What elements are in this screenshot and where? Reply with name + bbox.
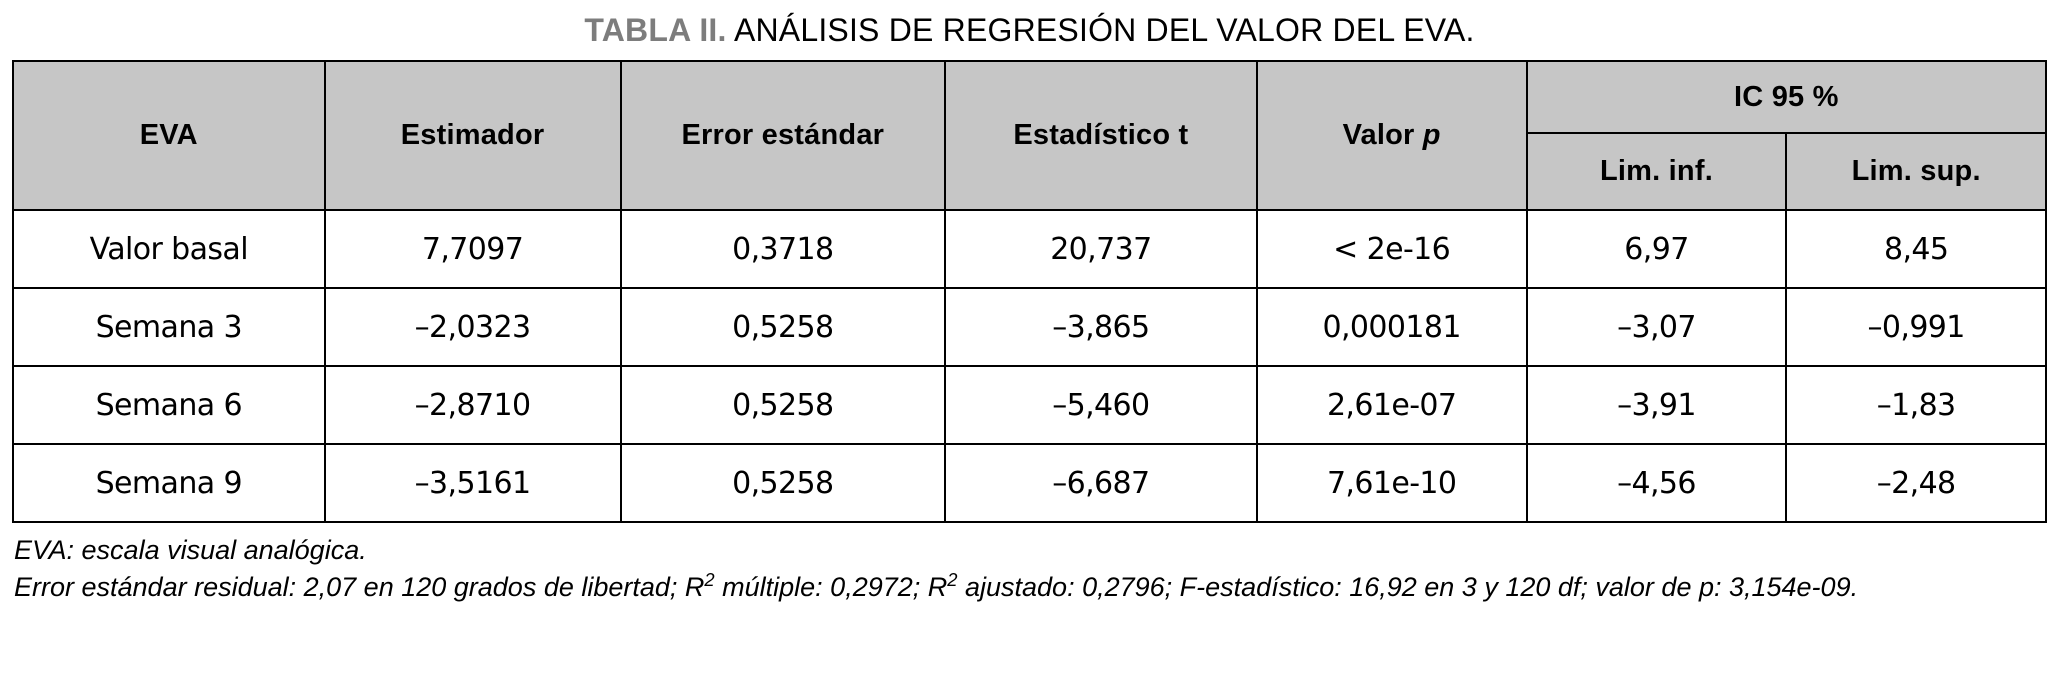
cell-estadistico-t: 20,737	[944, 209, 1258, 289]
valor-p-symbol: p	[1422, 119, 1441, 151]
cell-error-estandar: 0,3718	[619, 209, 947, 289]
footnote-abbreviation: EVA: escala visual analógica.	[14, 535, 367, 565]
cell-lim-inf: –3,07	[1525, 287, 1788, 367]
table-row: Semana 9 –3,5161 0,5258 –6,687 7,61e-10 …	[12, 443, 2047, 523]
table-footnotes: EVA: escala visual analógica. Error está…	[0, 523, 2059, 606]
cell-eva: Valor basal	[12, 209, 326, 289]
column-header-ic-95: IC 95 %	[1525, 60, 2048, 134]
footnote-stats-part3: ajustado: 0,2796; F-estadístico: 16,92 e…	[957, 571, 1859, 602]
valor-p-text: Valor	[1342, 119, 1423, 151]
cell-valor-p: 0,000181	[1255, 287, 1528, 367]
table-container: EVA Estimador Error estándar Estadístico…	[0, 60, 2059, 523]
column-header-valor-p: Valor p	[1255, 60, 1528, 211]
cell-error-estandar: 0,5258	[619, 365, 947, 445]
cell-estimador: –2,8710	[323, 365, 622, 445]
page-title: TABLA II. ANÁLISIS DE REGRESIÓN DEL VALO…	[0, 0, 2059, 60]
column-header-lim-inf: Lim. inf.	[1525, 132, 1788, 211]
cell-eva: Semana 9	[12, 443, 326, 523]
table-row: Valor basal 7,7097 0,3718 20,737 < 2e-16…	[12, 209, 2047, 289]
cell-valor-p: 7,61e-10	[1255, 443, 1528, 523]
table-body: Valor basal 7,7097 0,3718 20,737 < 2e-16…	[12, 209, 2047, 523]
footnote-stats-sup1: 2	[704, 568, 715, 590]
footnote-stats-part1: Error estándar residual: 2,07 en 120 gra…	[14, 571, 705, 602]
cell-estadistico-t: –3,865	[944, 287, 1258, 367]
cell-valor-p: 2,61e-07	[1255, 365, 1528, 445]
column-header-lim-sup: Lim. sup.	[1785, 132, 2047, 211]
footnote-statistics: Error estándar residual: 2,07 en 120 gra…	[14, 570, 2045, 606]
cell-valor-p: < 2e-16	[1255, 209, 1528, 289]
column-header-eva: EVA	[12, 60, 326, 211]
cell-lim-sup: 8,45	[1785, 209, 2047, 289]
header-row-primary: EVA Estimador Error estándar Estadístico…	[12, 60, 2048, 211]
cell-lim-sup: –2,48	[1785, 443, 2047, 523]
cell-error-estandar: 0,5258	[619, 287, 947, 367]
cell-estadistico-t: –6,687	[944, 443, 1258, 523]
column-header-estadistico-t: Estadístico t	[944, 60, 1258, 211]
cell-estimador: –3,5161	[323, 443, 622, 523]
header-row-secondary: Lim. inf. Lim. sup.	[13, 132, 2047, 211]
cell-lim-inf: –4,56	[1525, 443, 1788, 523]
column-header-error-estandar: Error estándar	[619, 60, 947, 211]
table-number-label: TABLA II.	[584, 12, 727, 48]
regression-table: EVA Estimador Error estándar Estadístico…	[12, 60, 2048, 523]
column-header-estimador: Estimador	[323, 60, 622, 211]
cell-lim-sup: –0,991	[1785, 287, 2047, 367]
cell-lim-sup: –1,83	[1785, 365, 2047, 445]
footnote-stats-sup2: 2	[947, 568, 958, 590]
cell-error-estandar: 0,5258	[619, 443, 947, 523]
cell-estimador: 7,7097	[323, 209, 622, 289]
cell-estadistico-t: –5,460	[944, 365, 1258, 445]
cell-estimador: –2,0323	[323, 287, 622, 367]
table-header: EVA Estimador Error estándar Estadístico…	[12, 60, 2048, 211]
cell-lim-inf: 6,97	[1525, 209, 1788, 289]
table-row: Semana 3 –2,0323 0,5258 –3,865 0,000181 …	[12, 287, 2047, 367]
footnote-stats-part2: múltiple: 0,2972; R	[714, 571, 948, 602]
table-caption: ANÁLISIS DE REGRESIÓN DEL VALOR DEL EVA.	[733, 12, 1475, 48]
cell-eva: Semana 3	[12, 287, 326, 367]
cell-eva: Semana 6	[12, 365, 326, 445]
table-row: Semana 6 –2,8710 0,5258 –5,460 2,61e-07 …	[12, 365, 2047, 445]
cell-lim-inf: –3,91	[1525, 365, 1788, 445]
